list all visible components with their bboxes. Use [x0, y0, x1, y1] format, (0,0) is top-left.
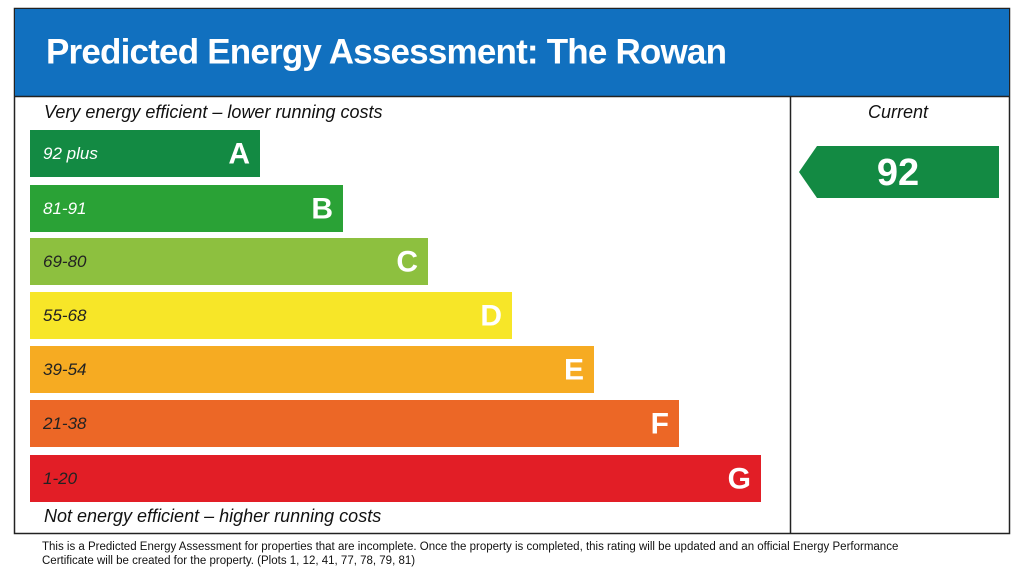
- band-letter: A: [228, 137, 250, 170]
- band-letter: B: [311, 192, 333, 225]
- band-bar: [30, 346, 594, 393]
- current-rating: 92: [799, 146, 999, 198]
- header-bar: [15, 9, 1009, 96]
- current-arrow: [799, 146, 999, 198]
- current-value: 92: [877, 152, 919, 194]
- band-letter: F: [651, 407, 669, 440]
- band-range: 39-54: [43, 360, 86, 379]
- band-letter: C: [396, 245, 418, 278]
- band-bar: [30, 400, 679, 447]
- band-range: 69-80: [43, 252, 87, 271]
- band-bar: [30, 292, 512, 339]
- band-range: 1-20: [43, 469, 78, 488]
- footnote: This is a Predicted Energy Assessment fo…: [42, 541, 898, 553]
- current-label: Current: [868, 102, 929, 122]
- band-range: 55-68: [43, 306, 87, 325]
- band-range: 92 plus: [43, 144, 98, 163]
- bottom-label: Not energy efficient – higher running co…: [44, 506, 381, 526]
- bands: 92 plus A 81-91 B 69-80 C 55-68 D 39-54 E 21-38 F 1-…: [30, 130, 761, 502]
- band-range: 81-91: [43, 199, 86, 218]
- band-bar: [30, 130, 260, 177]
- band-letter: E: [564, 353, 584, 386]
- band-bar: [30, 455, 761, 502]
- band-bar: [30, 185, 343, 232]
- footnote: Certificate will be created for the prop…: [42, 555, 415, 567]
- band-letter: D: [480, 299, 502, 332]
- band-letter: G: [728, 462, 751, 495]
- band-bar: [30, 238, 428, 285]
- title: Predicted Energy Assessment: The Rowan: [46, 32, 726, 71]
- top-label: Very energy efficient – lower running co…: [44, 102, 383, 122]
- band-range: 21-38: [42, 414, 87, 433]
